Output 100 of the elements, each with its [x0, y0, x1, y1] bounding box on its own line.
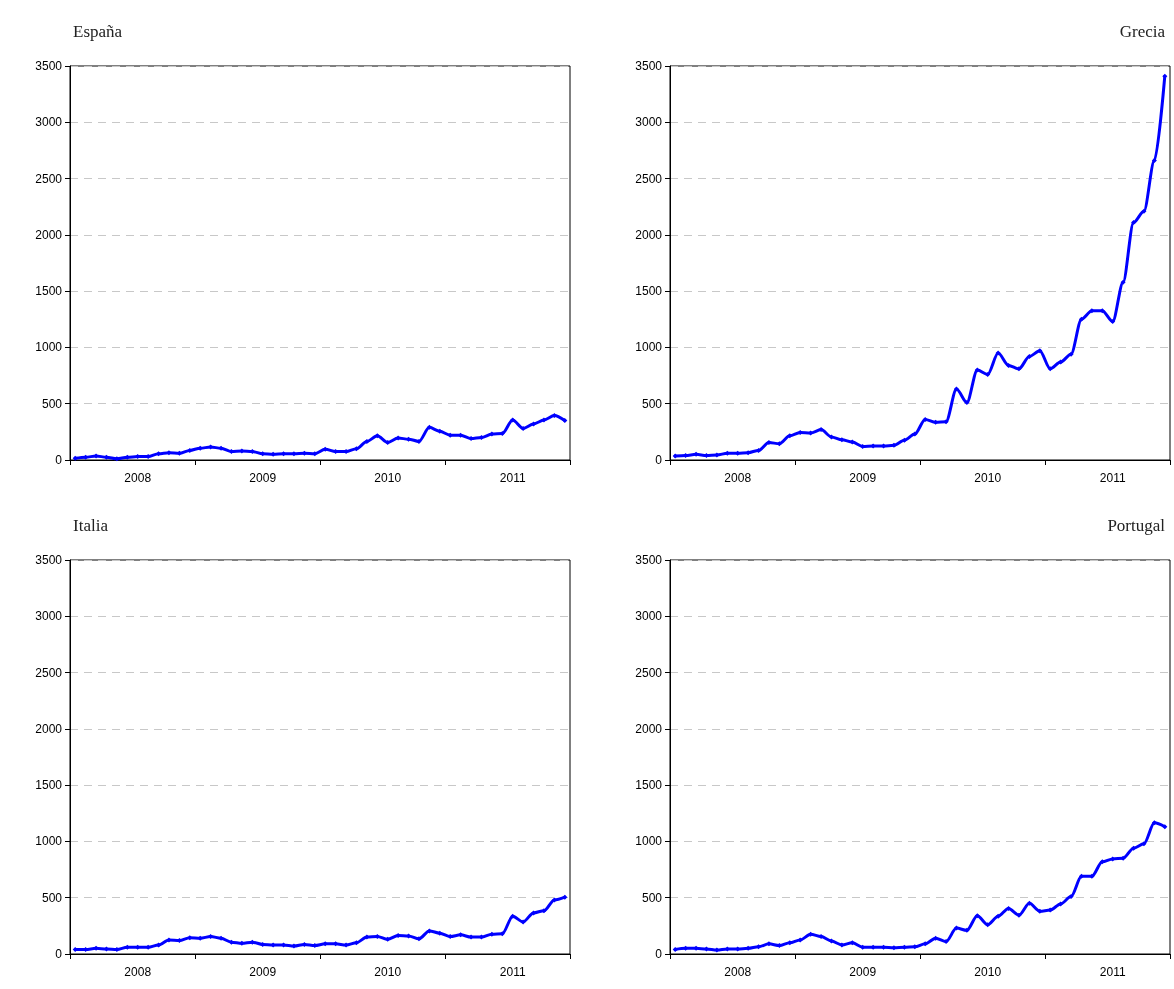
- x-tick-label: 2010: [374, 471, 402, 485]
- y-tick-label: 2500: [35, 171, 63, 186]
- y-tick-label: 1500: [635, 778, 663, 793]
- point: [260, 451, 266, 457]
- y-tick-label: 500: [641, 396, 663, 411]
- point: [374, 433, 380, 439]
- y-tick-label: 3500: [635, 553, 663, 567]
- point: [72, 455, 78, 461]
- point: [766, 941, 772, 947]
- point: [562, 894, 568, 900]
- x-tick-label: 2009: [849, 965, 877, 979]
- y-tick-label: 2000: [635, 227, 663, 242]
- point: [1068, 894, 1074, 900]
- point: [1089, 308, 1095, 314]
- point: [562, 418, 568, 424]
- point: [1131, 845, 1137, 851]
- point: [395, 435, 401, 441]
- point: [416, 936, 422, 942]
- point: [766, 440, 772, 446]
- point: [458, 432, 464, 438]
- point: [974, 367, 980, 373]
- point: [364, 934, 370, 940]
- point: [333, 941, 339, 947]
- point: [995, 913, 1001, 919]
- point: [870, 443, 876, 449]
- y-tick-label: 1000: [635, 834, 663, 849]
- point: [322, 941, 328, 947]
- point: [1026, 353, 1032, 359]
- point: [1120, 279, 1126, 285]
- y-tick-label: 0: [55, 947, 63, 961]
- point: [912, 431, 918, 437]
- y-tick-label: 1500: [35, 284, 63, 299]
- y-tick-label: 2000: [35, 227, 63, 242]
- point: [322, 446, 328, 452]
- point: [291, 943, 297, 949]
- y-tick-label: 0: [655, 453, 663, 467]
- point: [489, 931, 495, 937]
- chart-title: Grecia: [1119, 22, 1166, 41]
- point: [520, 919, 526, 925]
- point: [943, 939, 949, 945]
- point: [1016, 912, 1022, 918]
- x-tick-label: 2008: [724, 965, 752, 979]
- point: [447, 432, 453, 438]
- point: [145, 944, 151, 950]
- y-tick-label: 3000: [35, 115, 63, 130]
- x-tick-label: 2008: [724, 471, 752, 485]
- point: [499, 931, 505, 937]
- point: [933, 935, 939, 941]
- point: [1131, 219, 1137, 225]
- point: [312, 451, 318, 457]
- point: [208, 934, 214, 940]
- point: [891, 945, 897, 951]
- point: [891, 442, 897, 448]
- point: [468, 934, 474, 940]
- point: [797, 429, 803, 435]
- point: [218, 935, 224, 941]
- point: [239, 448, 245, 454]
- point: [1037, 348, 1043, 354]
- point: [541, 908, 547, 914]
- y-tick-label: 2000: [35, 721, 63, 736]
- point: [756, 447, 762, 453]
- point: [239, 940, 245, 946]
- point: [83, 454, 89, 460]
- point: [693, 945, 699, 951]
- point: [1162, 73, 1168, 79]
- point: [1120, 855, 1126, 861]
- point: [1047, 907, 1053, 913]
- y-tick-label: 0: [655, 947, 663, 961]
- y-tick-label: 3000: [35, 609, 63, 624]
- y-tick-label: 500: [41, 890, 63, 905]
- point: [922, 941, 928, 947]
- point: [953, 925, 959, 931]
- point: [166, 937, 172, 943]
- point: [551, 413, 557, 419]
- y-tick-label: 2000: [635, 721, 663, 736]
- point: [520, 425, 526, 431]
- point: [270, 451, 276, 457]
- y-tick-label: 500: [641, 890, 663, 905]
- point: [301, 941, 307, 947]
- point: [135, 944, 141, 950]
- point: [828, 434, 834, 440]
- point: [1089, 873, 1095, 879]
- point: [818, 427, 824, 433]
- x-tick-label: 2010: [974, 965, 1002, 979]
- point: [416, 438, 422, 444]
- y-tick-label: 2500: [635, 665, 663, 680]
- x-tick-label: 2009: [849, 471, 877, 485]
- y-tick-label: 3500: [35, 553, 63, 567]
- point: [828, 938, 834, 944]
- x-tick-label: 2009: [249, 965, 277, 979]
- point: [385, 440, 391, 446]
- point: [197, 935, 203, 941]
- point: [291, 451, 297, 457]
- point: [385, 936, 391, 942]
- chart-title: Italia: [73, 516, 109, 535]
- point: [353, 446, 359, 452]
- point: [1006, 362, 1012, 368]
- point: [672, 947, 678, 952]
- y-tick-label: 2500: [635, 171, 663, 186]
- point: [735, 450, 741, 456]
